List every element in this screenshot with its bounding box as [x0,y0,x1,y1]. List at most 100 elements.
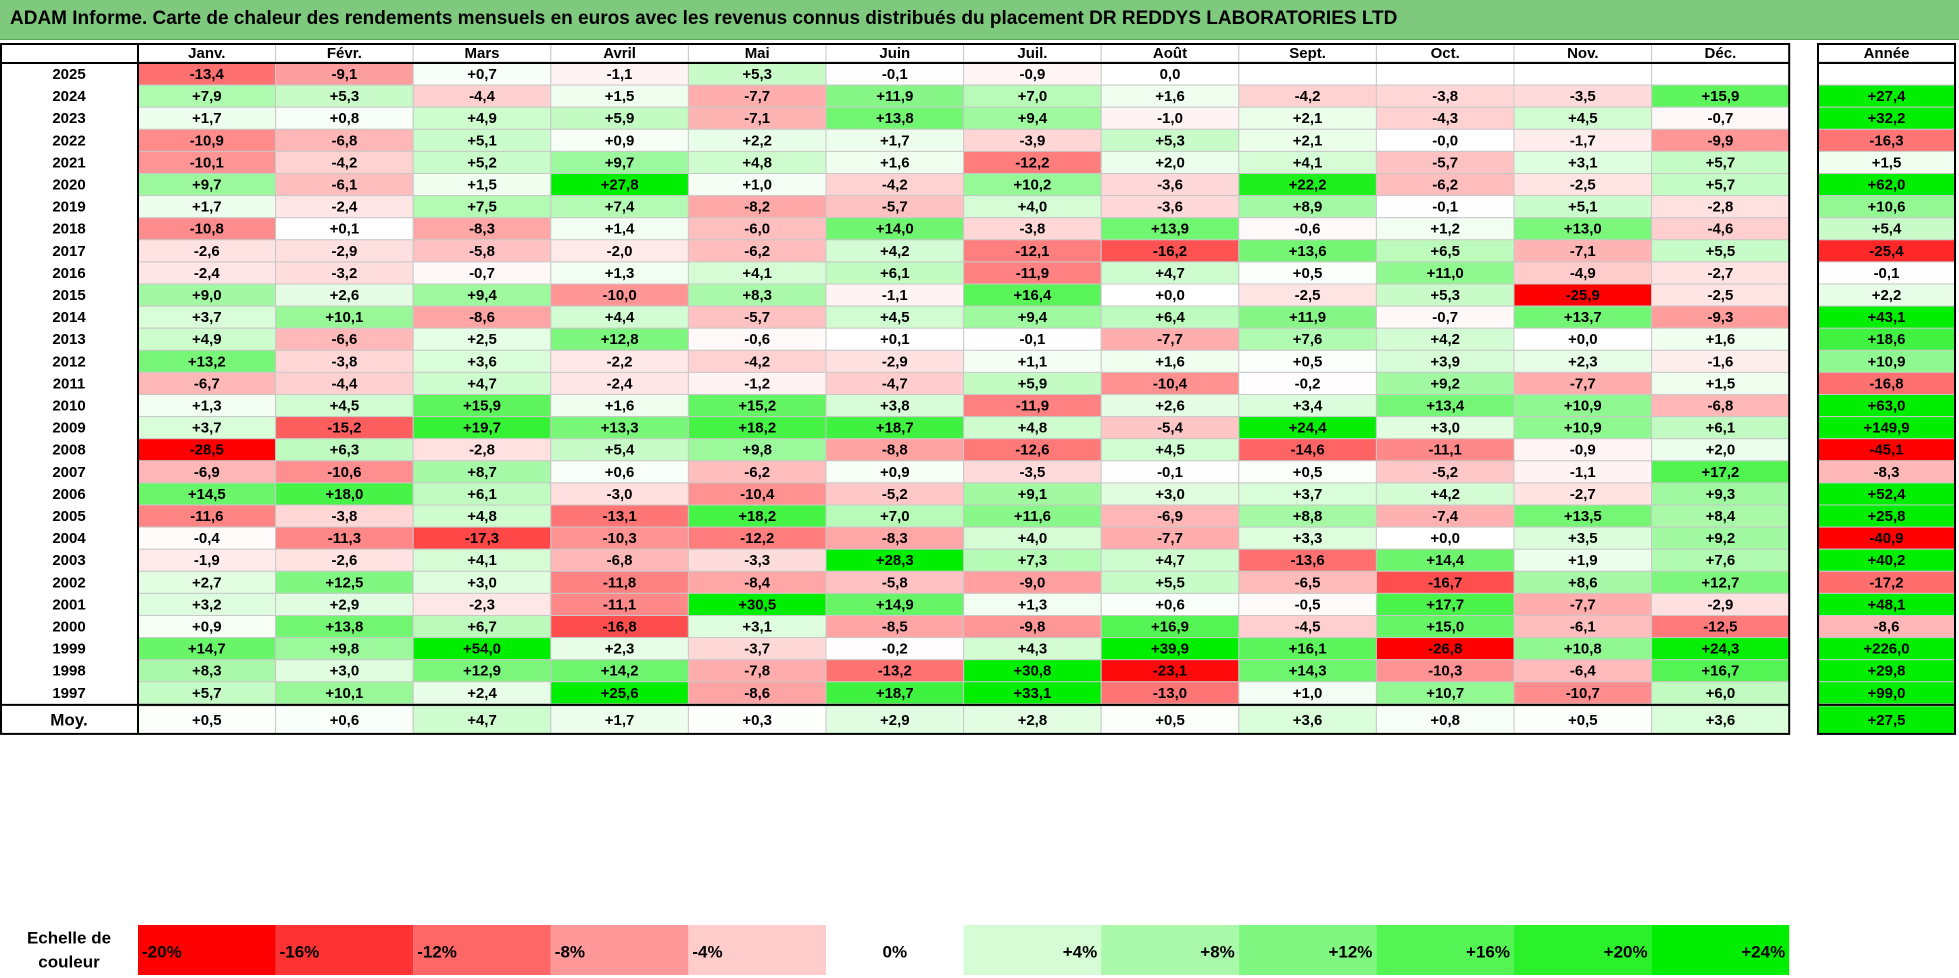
cell-value-label: +12,7 [1701,574,1739,591]
cell-value-label: -3,7 [744,641,770,658]
cell-value-label: -3,5 [1019,464,1045,481]
cell-value-label: -3,8 [1432,88,1458,105]
cell-value-label: +1,7 [880,132,910,149]
cell-value-label: -0,7 [1707,110,1733,127]
cell-value-label: -2,5 [1570,177,1596,194]
cell-value-label: +7,6 [1706,552,1736,569]
cell-value-label: +8,8 [1293,508,1323,525]
annual-total-label: +52,4 [1868,486,1907,503]
year-label: 2004 [52,530,86,547]
cell-value-label: +0,0 [1568,331,1598,348]
cell-value-label: +5,5 [1706,243,1736,260]
cell-value-label: +4,0 [1018,530,1048,547]
cell-value-label: +4,5 [880,309,910,326]
cell-value-label: +1,0 [1293,685,1323,702]
color-scale-label: +4% [1063,942,1098,961]
cell-value-label: +5,3 [330,88,360,105]
cell-value-label: +5,3 [1155,132,1185,149]
cell-value-label: -7,1 [744,110,770,127]
month-header-label: Sept. [1289,45,1326,62]
cell-value-label: -3,6 [1157,177,1183,194]
heatmap-cell [1651,62,1790,86]
cell-value-label: +28,3 [876,552,914,569]
cell-value-label: +1,9 [1568,552,1598,569]
cell-value-label: -8,3 [882,530,908,547]
cell-value-label: -8,4 [744,574,771,591]
cell-value-label: +3,0 [1430,420,1460,437]
cell-value-label: -2,6 [194,243,220,260]
cell-value-label: +7,4 [605,199,635,216]
cell-value-label: -4,9 [1570,265,1596,282]
cell-value-label: +19,7 [463,420,501,437]
average-value-label: +0,5 [1155,712,1185,729]
cell-value-label: +3,7 [1293,486,1323,503]
month-header-label: Juin [879,45,910,62]
year-label: 2020 [52,177,85,194]
cell-value-label: +17,2 [1701,464,1739,481]
color-scale-swatch [1651,925,1790,975]
cell-value-label: +8,6 [1568,574,1598,591]
cell-value-label: -5,2 [1432,464,1458,481]
month-header-label: Févr. [327,45,362,62]
heatmap-cell [1375,62,1515,86]
cell-value-label: -8,6 [469,309,495,326]
cell-value-label: -6,9 [194,464,220,481]
annual-total-label: +99,0 [1868,685,1906,702]
cell-value-label: +4,8 [1018,420,1048,437]
cell-value-label: +6,1 [1706,420,1736,437]
cell-value-label: -1,1 [1570,464,1596,481]
cell-value-label: -3,8 [331,353,357,370]
color-scale-label: -12% [417,942,457,961]
cell-value-label: +5,1 [467,132,497,149]
year-label: 2017 [52,243,85,260]
cell-value-label: -8,6 [744,685,770,702]
year-label: 2002 [52,574,85,591]
cell-value-label: -23,1 [1153,663,1187,680]
cell-value-label: +2,6 [330,287,360,304]
cell-value-label: -2,5 [1295,287,1321,304]
cell-value-label: -6,7 [194,375,220,392]
cell-value-label: +4,1 [742,265,772,282]
year-label: 2014 [52,309,86,326]
cell-value-label: -5,7 [1432,154,1458,171]
cell-value-label: -6,2 [744,464,770,481]
cell-value-label: -4,4 [331,375,358,392]
cell-value-label: +3,7 [192,309,222,326]
cell-value-label: +2,4 [467,685,497,702]
cell-value-label: -0,0 [1432,132,1458,149]
cell-value-label: -2,4 [194,265,221,282]
cell-value-label: -2,0 [607,243,633,260]
cell-value-label: +13,8 [325,619,363,636]
cell-value-label: +12,8 [601,331,639,348]
month-header-label: Oct. [1431,45,1460,62]
cell-value-label: -10,8 [190,221,224,238]
cell-value-label: -3,5 [1570,88,1596,105]
cell-value-label: +5,7 [1706,154,1736,171]
cell-value-label: +2,6 [1155,398,1185,415]
cell-value-label: +16,9 [1151,619,1189,636]
cell-value-label: +3,1 [742,619,772,636]
annual-total-label: -25,4 [1869,243,1904,260]
cell-value-label: -5,8 [469,243,495,260]
cell-value-label: +17,7 [1426,596,1464,613]
title-bar: ADAM Informe. Carte de chaleur des rende… [0,0,1959,40]
color-scale-swatch [413,925,551,975]
cell-value-label: -7,7 [1570,596,1596,613]
cell-value-label: -0,1 [1432,199,1458,216]
color-scale-swatch [826,925,964,975]
cell-value-label: +14,7 [188,641,226,658]
cell-value-label: -3,2 [331,265,357,282]
cell-value-label: +3,8 [880,398,910,415]
cell-value-label: +4,9 [467,110,497,127]
month-header-label: Nov. [1567,45,1598,62]
annual-total-label: +48,1 [1868,596,1906,613]
cell-value-label: +54,0 [463,641,501,658]
month-header-label: Mars [464,45,499,62]
month-header-label: Janv. [188,45,225,62]
cell-value-label: -13,0 [1153,685,1187,702]
average-value-label: +3,6 [1293,712,1323,729]
cell-value-label: -9,3 [1707,309,1733,326]
average-value-label: +2,9 [880,712,910,729]
cell-value-label: +6,0 [1706,685,1736,702]
color-scale-swatch [963,925,1102,975]
